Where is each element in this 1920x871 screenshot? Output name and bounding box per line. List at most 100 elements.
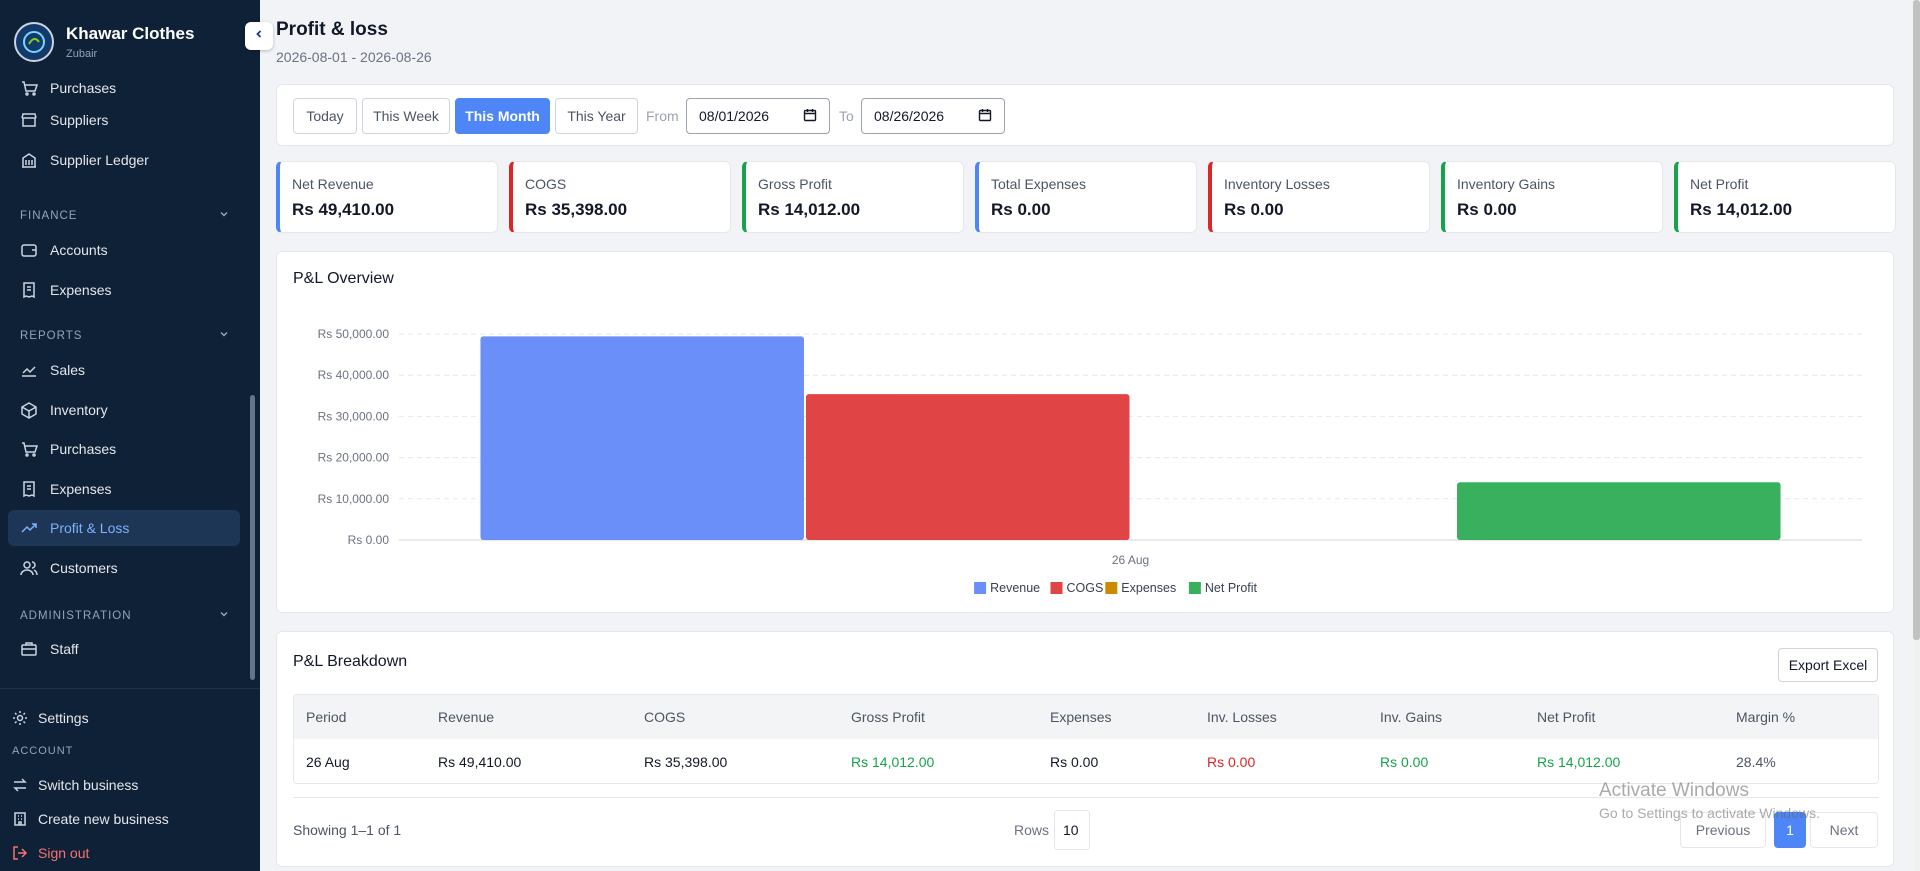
previous-page-button[interactable]: Previous [1680, 812, 1766, 848]
nav-label: Sales [50, 362, 86, 378]
nav-item-supplier-ledger[interactable]: Supplier Ledger [8, 142, 240, 178]
calendar-icon[interactable] [978, 108, 992, 125]
nav-label: Purchases [50, 80, 117, 96]
breakdown-table: Period Revenue COGS Gross Profit Expense… [293, 694, 1879, 784]
to-date-input[interactable]: 08/26/2026 [861, 98, 1005, 134]
settings-link[interactable]: Settings [12, 704, 89, 732]
users-icon [20, 559, 38, 577]
stat-inventory-gains: Inventory Gains Rs 0.00 [1441, 161, 1663, 233]
nav-item-profit-loss[interactable]: Profit & Loss [8, 510, 240, 546]
next-page-button[interactable]: Next [1810, 812, 1878, 848]
chevron-down-icon [218, 208, 230, 223]
export-excel-button[interactable]: Export Excel [1778, 648, 1878, 682]
trend-icon [20, 361, 38, 379]
building-icon [12, 811, 28, 827]
stat-label: Gross Profit [758, 176, 832, 192]
nav-item-customers[interactable]: Customers [8, 550, 240, 586]
nav-scroll-area[interactable]: Purchases Suppliers Supplier Ledger FINA… [0, 80, 260, 685]
cell-net-profit: Rs 14,012.00 [1537, 754, 1621, 770]
account-section-title: ACCOUNT [12, 745, 74, 757]
main-scrollbar-thumb[interactable] [1913, 0, 1920, 640]
nav-section-administration[interactable]: ADMINISTRATION [20, 608, 230, 623]
col-inv-gains: Inv. Gains [1380, 709, 1442, 725]
breakdown-title: P&L Breakdown [293, 653, 408, 670]
rows-per-page-label: Rows [1014, 822, 1050, 838]
legend-label: Revenue [990, 581, 1040, 595]
col-margin: Margin % [1736, 709, 1796, 725]
nav-section-reports[interactable]: REPORTS [20, 328, 230, 343]
receipt-icon [20, 281, 38, 299]
sign-out-link[interactable]: Sign out [12, 839, 89, 867]
from-date-value: 08/01/2026 [699, 108, 770, 124]
collapse-sidebar-button[interactable] [245, 22, 273, 50]
section-title: REPORTS [20, 329, 83, 342]
create-business-label: Create new business [38, 811, 169, 827]
col-cogs: COGS [644, 709, 686, 725]
wallet-icon [20, 241, 38, 259]
calendar-icon[interactable] [803, 108, 817, 125]
filter-this-year-button[interactable]: This Year [555, 98, 638, 134]
legend-label: Net Profit [1205, 581, 1258, 595]
y-tick-label: Rs 0.00 [348, 533, 390, 547]
stat-value: Rs 14,012.00 [758, 200, 861, 219]
nav-section-finance[interactable]: FINANCE [20, 208, 230, 223]
filter-this-month-button[interactable]: This Month [455, 98, 550, 134]
brand[interactable]: Khawar Clothes Zubair [14, 22, 194, 62]
trend-up-icon [20, 519, 38, 537]
nav-label: Expenses [50, 481, 112, 497]
nav-item-accounts[interactable]: Accounts [8, 232, 240, 268]
y-tick-label: Rs 20,000.00 [318, 451, 390, 465]
create-business-link[interactable]: Create new business [12, 805, 169, 833]
switch-business-link[interactable]: Switch business [12, 771, 138, 799]
from-date-input[interactable]: 08/01/2026 [686, 98, 830, 134]
stat-label: Net Profit [1690, 176, 1749, 192]
table-row[interactable]: 26 Aug Rs 49,410.00 Rs 35,398.00 Rs 14,0… [294, 739, 1878, 783]
stat-label: Inventory Losses [1224, 176, 1330, 192]
pl-breakdown-card: P&L Breakdown Export Excel Period Revenu… [276, 631, 1894, 867]
stat-value: Rs 0.00 [991, 200, 1051, 219]
nav-label: Customers [50, 560, 118, 576]
page-date-range: 2026-08-01 - 2026-08-26 [276, 49, 432, 65]
col-period: Period [306, 709, 347, 725]
chevron-down-icon [218, 328, 230, 343]
nav-item-inventory[interactable]: Inventory [8, 392, 240, 428]
page-title: Profit & loss [276, 19, 388, 40]
stat-label: Total Expenses [991, 176, 1086, 192]
filter-bar: Today This Week This Month This Year Fro… [276, 84, 1894, 146]
stat-label: Inventory Gains [1457, 176, 1556, 192]
cell-period: 26 Aug [306, 754, 350, 770]
filter-today-button[interactable]: Today [293, 98, 357, 134]
watermark-subtitle: Go to Settings to activate Windows. [1599, 805, 1820, 821]
filter-this-week-button[interactable]: This Week [362, 98, 450, 134]
sign-out-label: Sign out [38, 845, 90, 861]
nav-item-report-expenses[interactable]: Expenses [8, 471, 240, 507]
cell-revenue: Rs 49,410.00 [438, 754, 522, 770]
cell-margin: 28.4% [1736, 754, 1776, 770]
rows-per-page-select[interactable]: 10 [1054, 810, 1090, 850]
nav-label: Purchases [50, 441, 117, 457]
nav-item-expenses[interactable]: Expenses [8, 272, 240, 308]
legend-label: COGS [1067, 581, 1104, 595]
page-1-button[interactable]: 1 [1774, 812, 1806, 848]
store-icon [20, 111, 38, 129]
cart-icon [20, 440, 38, 458]
nav-label: Supplier Ledger [50, 152, 149, 168]
nav-item-purchases[interactable]: Purchases [8, 80, 240, 106]
to-date-value: 08/26/2026 [874, 108, 945, 124]
main-content: Profit & loss 2026-08-01 - 2026-08-26 To… [260, 0, 1920, 871]
nav-label: Accounts [50, 242, 108, 258]
col-inv-losses: Inv. Losses [1207, 709, 1277, 725]
cell-expenses: Rs 0.00 [1050, 754, 1099, 770]
briefcase-icon [20, 640, 38, 658]
y-tick-label: Rs 10,000.00 [318, 492, 390, 506]
nav-item-staff[interactable]: Staff [8, 631, 240, 667]
nav-item-report-purchases[interactable]: Purchases [8, 431, 240, 467]
sidebar-scrollbar[interactable] [250, 395, 255, 680]
stat-inventory-losses: Inventory Losses Rs 0.00 [1208, 161, 1430, 233]
legend-swatch [1105, 582, 1118, 594]
section-title: FINANCE [20, 209, 78, 222]
nav-item-suppliers[interactable]: Suppliers [8, 102, 240, 138]
legend-swatch [1050, 582, 1063, 594]
nav-item-sales[interactable]: Sales [8, 352, 240, 388]
stat-value: Rs 0.00 [1457, 200, 1517, 219]
